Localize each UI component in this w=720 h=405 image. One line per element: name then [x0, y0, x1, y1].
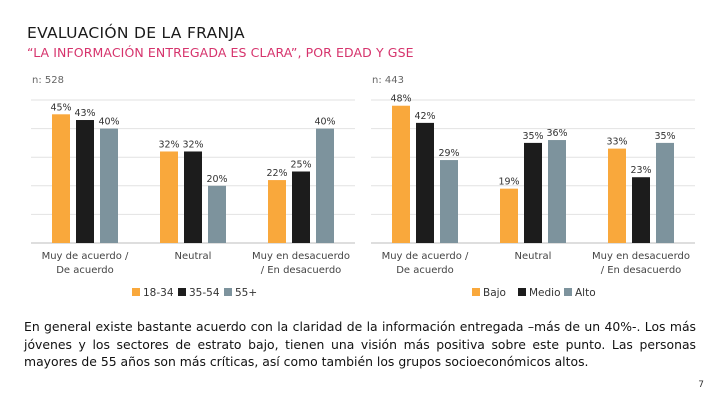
gse-data-label: 35%	[522, 131, 543, 142]
gse-legend-label: Alto	[575, 287, 596, 299]
age-legend-swatch	[132, 288, 140, 296]
age-legend-label: 18-34	[143, 287, 174, 299]
chart-by-gse-svg: n: 443 48%42% 29% Muy de acuerdo / De acuerd…	[371, 75, 695, 299]
age-data-label: 20%	[206, 174, 227, 185]
chart-by-age: n: 528 45% 43% 40% Muy de acuerdo / De acuerd…	[25, 70, 370, 305]
gse-bar-Medio	[632, 177, 650, 243]
gse-bar-Bajo	[500, 188, 518, 243]
gse-legend-label: Medio	[529, 287, 561, 299]
age-sample-size: n: 528	[32, 75, 64, 86]
gse-data-label: 36%	[546, 128, 567, 139]
age-category-label: Muy en desacuerdo / En desacuerdo	[252, 251, 350, 276]
gse-bar-Alto	[440, 160, 458, 243]
gse-legend-swatch	[564, 288, 572, 296]
gse-category-label: Muy en desacuerdo / En desacuerdo	[592, 251, 690, 276]
age-data-label: 43%	[74, 108, 95, 119]
age-bar-35-54	[184, 151, 202, 243]
age-data-label: 40%	[314, 117, 335, 128]
age-data-label: 32%	[182, 139, 203, 150]
gse-sample-size: n: 443	[372, 75, 404, 86]
gse-category-label: Neutral	[515, 251, 552, 262]
gse-bar-Alto	[548, 140, 566, 243]
gse-data-label: 42%	[414, 111, 435, 122]
age-bar-55+	[100, 128, 118, 243]
age-bar-18-34	[160, 151, 178, 243]
age-legend-label: 35-54	[189, 287, 220, 299]
age-legend-label: 55+	[235, 287, 257, 299]
age-bar-18-34	[52, 114, 70, 243]
gse-data-label: 33%	[606, 137, 627, 148]
gse-data-label: 29%	[438, 148, 459, 159]
gse-bar-Bajo	[608, 148, 626, 243]
age-category-label: Neutral	[175, 251, 212, 262]
age-bar-18-34	[268, 180, 286, 243]
gse-data-label: 23%	[630, 165, 651, 176]
gse-legend-swatch	[472, 288, 480, 296]
gse-bar-Medio	[524, 142, 542, 243]
summary-text: En general existe bastante acuerdo con l…	[24, 319, 696, 369]
chart-by-gse: n: 443 48% 42% 29% Muy de acuerdo / De acuerd…	[365, 70, 710, 305]
age-data-label: 40%	[98, 117, 119, 128]
age-data-label: 45%	[50, 102, 71, 113]
page-number: 7	[698, 380, 704, 390]
age-bar-35-54	[292, 171, 310, 243]
age-bar-55+	[208, 185, 226, 243]
age-data-label: 32%	[158, 139, 179, 150]
age-data-label: 25%	[290, 160, 311, 171]
gse-category-label: Muy de acuerdo / De acuerdo	[382, 251, 469, 276]
gse-bar-Alto	[656, 142, 674, 243]
gse-data-label: 48%	[390, 94, 411, 105]
gse-legend-swatch	[518, 288, 526, 296]
page-title: EVALUACIÓN DE LA FRANJA	[27, 24, 245, 42]
gse-bar-Bajo	[392, 105, 410, 243]
page-subtitle: “LA INFORMACIÓN ENTREGADA ES CLARA”, POR…	[27, 45, 414, 60]
gse-bar-Medio	[416, 122, 434, 243]
age-bar-35-54	[76, 120, 94, 243]
age-category-label: Muy de acuerdo / De acuerdo	[42, 251, 129, 276]
gse-data-label: 19%	[498, 177, 519, 188]
gse-legend-label: Bajo	[483, 287, 506, 299]
age-legend-swatch	[224, 288, 232, 296]
gse-data-label: 35%	[654, 131, 675, 142]
age-legend-swatch	[178, 288, 186, 296]
age-bar-55+	[316, 128, 334, 243]
age-data-label: 22%	[266, 168, 287, 179]
